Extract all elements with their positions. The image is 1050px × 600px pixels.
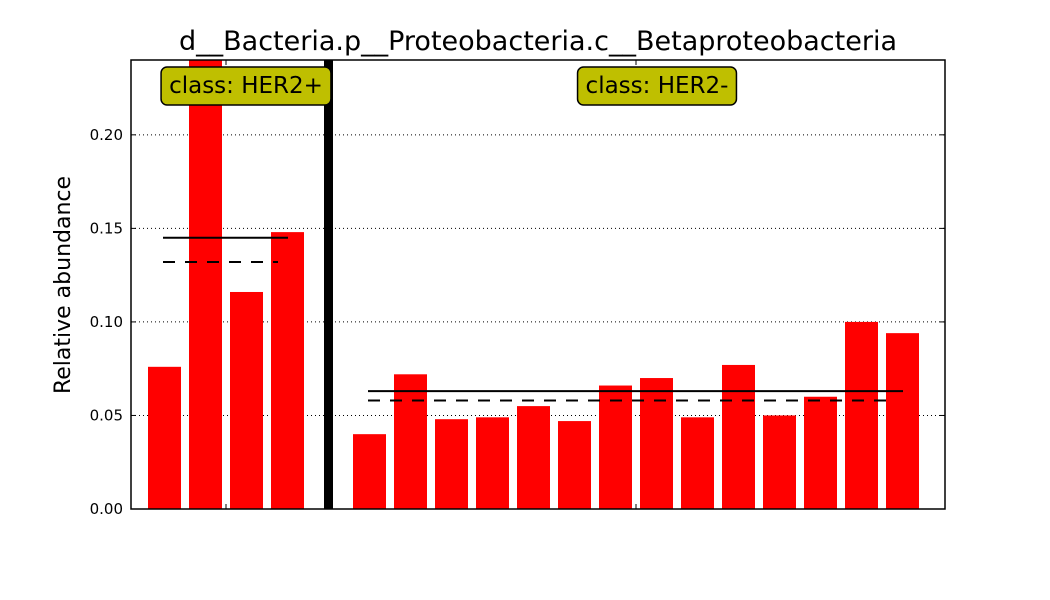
bar (845, 321, 878, 509)
y-tick-label: 0.05 (90, 406, 123, 424)
summary-lines (163, 236, 903, 402)
class-label-box (576, 66, 738, 106)
y-axis-label: Relative abundance (51, 176, 76, 394)
bar (189, 60, 222, 509)
y-tick-label: 0.00 (90, 500, 123, 518)
bar (681, 417, 714, 509)
y-tick-label: 0.20 (90, 126, 123, 144)
y-tick-label: 0.10 (90, 313, 123, 331)
bar (599, 385, 632, 509)
plot-frame (130, 59, 946, 510)
bar (763, 415, 796, 509)
bar (640, 378, 673, 509)
bar (271, 232, 304, 509)
bar (804, 396, 837, 509)
bar (517, 406, 550, 509)
bar (148, 366, 181, 509)
bar (558, 421, 591, 509)
bar (476, 417, 509, 509)
class-labels: class: HER2+ class: HER2- (160, 66, 738, 106)
class-label-text: class: HER2+ (169, 73, 323, 99)
y-tick-label: 0.15 (90, 219, 123, 237)
bar (353, 434, 386, 509)
class-label-box (160, 66, 332, 106)
bar (722, 364, 755, 509)
bars (148, 60, 919, 509)
bar (886, 333, 919, 509)
bar (394, 374, 427, 509)
bar (435, 419, 468, 509)
axes: 0.00 0.05 0.10 0.15 0.20 (90, 59, 946, 518)
chart-title: d__Bacteria.p__Proteobacteria.c__Betapro… (179, 26, 897, 57)
bar (230, 291, 263, 509)
class-label-text: class: HER2- (586, 73, 729, 99)
